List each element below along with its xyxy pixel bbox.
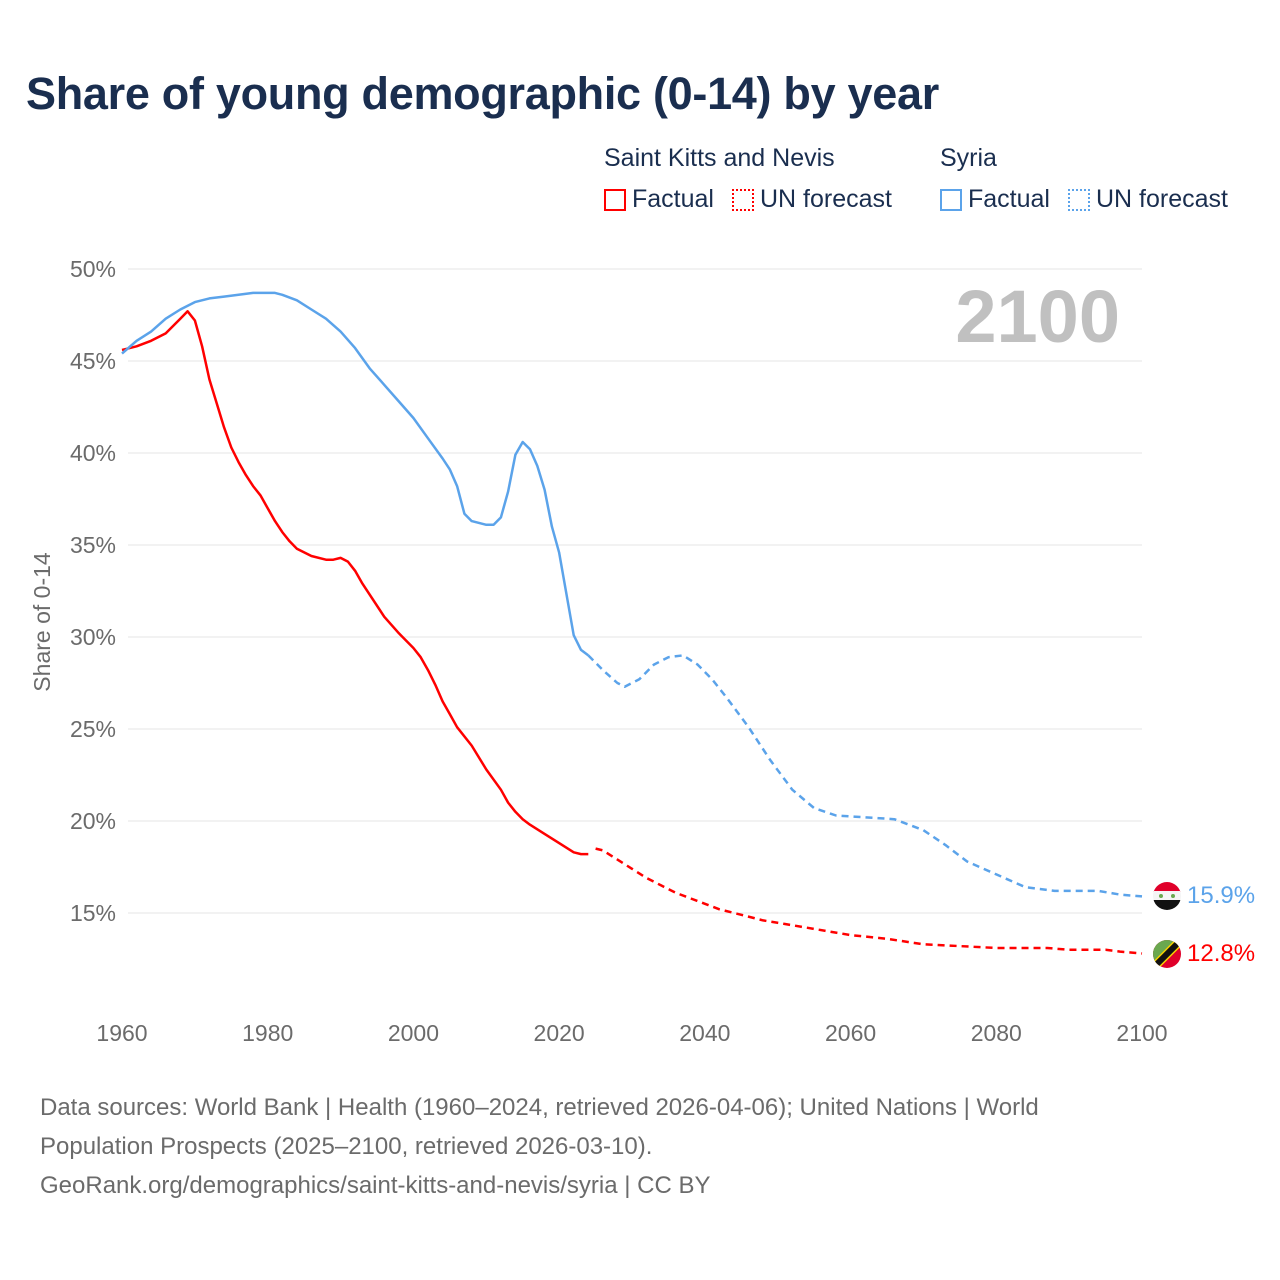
dotted-swatch-icon	[1067, 188, 1090, 211]
x-tick-label: 2000	[388, 1020, 439, 1046]
chart-title: Share of young demographic (0-14) by yea…	[26, 68, 939, 119]
x-tick-label: 2040	[679, 1020, 730, 1046]
skn-factual-line	[121, 310, 589, 856]
legend-item-syria-factual[interactable]: Factual	[940, 185, 1050, 214]
legend-group-name: Syria	[940, 144, 997, 172]
x-tick-label: 2020	[534, 1020, 585, 1046]
y-tick-label: 35%	[70, 532, 116, 558]
y-axis-label: Share of 0-14	[29, 552, 55, 692]
solid-swatch-icon	[604, 188, 626, 211]
sources-line: Data sources: World Bank | Health (1960–…	[40, 1094, 1039, 1121]
data-sources: Data sources: World Bank | Health (1960–…	[40, 1088, 1240, 1205]
syria-end-label: 15.9%	[1187, 882, 1255, 909]
solid-swatch-icon	[940, 188, 962, 211]
legend-group-name: Saint Kitts and Nevis	[604, 144, 835, 172]
legend-group-syria: Syria Factual UN forecast	[940, 144, 1228, 214]
syria-flag-icon	[1153, 882, 1181, 910]
legend-label: UN forecast	[759, 185, 892, 213]
sources-line: Population Prospects (2025–2100, retriev…	[40, 1133, 653, 1160]
legend-item-syria-forecast[interactable]: UN forecast	[1067, 185, 1228, 214]
y-tick-label: 25%	[70, 716, 116, 742]
syria-factual-line	[121, 291, 590, 657]
x-tick-label: 2100	[1116, 1020, 1167, 1046]
x-tick-label: 1980	[242, 1020, 293, 1046]
x-tick-label: 1960	[96, 1020, 147, 1046]
legend-item-skn-forecast[interactable]: UN forecast	[731, 185, 892, 214]
x-tick-label: 2060	[825, 1020, 876, 1046]
y-tick-label: 15%	[70, 900, 116, 926]
y-tick-label: 50%	[70, 256, 116, 282]
y-tick-label: 45%	[70, 348, 116, 374]
legend-label: Factual	[968, 185, 1050, 213]
legend-item-skn-factual[interactable]: Factual	[604, 185, 714, 214]
saint-kitts-flag-icon	[1153, 940, 1181, 968]
legend-label: UN forecast	[1095, 185, 1228, 213]
syria-forecast-line	[587, 654, 1143, 898]
legend-group-saint-kitts: Saint Kitts and Nevis Factual UN forecas…	[604, 144, 892, 214]
dotted-swatch-icon	[731, 188, 754, 211]
y-tick-label: 40%	[70, 440, 116, 466]
skn-forecast-line	[595, 847, 1143, 955]
skn-end-label: 12.8%	[1187, 940, 1255, 967]
year-watermark: 2100	[955, 275, 1120, 358]
sources-link[interactable]: GeoRank.org/demographics/saint-kitts-and…	[40, 1172, 711, 1199]
y-tick-label: 30%	[70, 624, 116, 650]
legend-label: Factual	[632, 185, 714, 213]
y-tick-label: 20%	[70, 808, 116, 834]
x-tick-label: 2080	[971, 1020, 1022, 1046]
